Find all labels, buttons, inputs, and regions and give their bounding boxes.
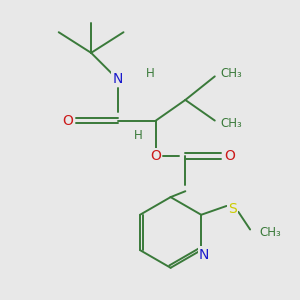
- Text: N: N: [112, 72, 123, 86]
- Text: H: H: [146, 67, 154, 80]
- Text: H: H: [134, 129, 142, 142]
- Text: CH₃: CH₃: [221, 117, 242, 130]
- Text: CH₃: CH₃: [259, 226, 281, 239]
- Text: N: N: [199, 248, 209, 262]
- Text: S: S: [228, 202, 237, 216]
- Text: CH₃: CH₃: [221, 67, 242, 80]
- Text: O: O: [151, 149, 161, 163]
- Text: O: O: [62, 114, 73, 128]
- Text: O: O: [224, 149, 235, 163]
